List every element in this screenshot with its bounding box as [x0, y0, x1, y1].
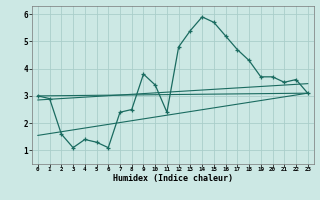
X-axis label: Humidex (Indice chaleur): Humidex (Indice chaleur)	[113, 174, 233, 183]
